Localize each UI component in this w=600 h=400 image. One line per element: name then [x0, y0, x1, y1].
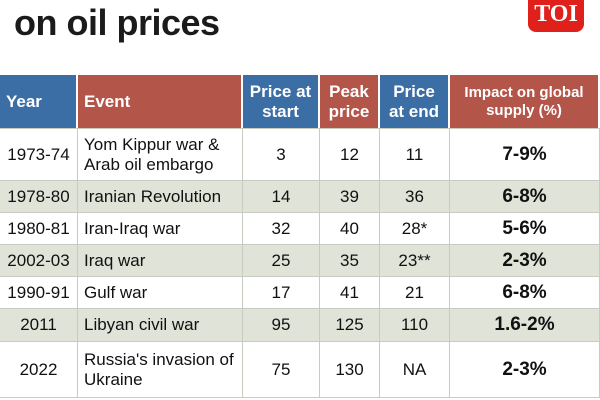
- table-cell: Russia's invasion of Ukraine: [78, 342, 243, 397]
- table-cell: Libyan civil war: [78, 309, 243, 341]
- table-cell: Yom Kippur war & Arab oil embargo: [78, 129, 243, 180]
- table-cell: 17: [243, 277, 320, 308]
- table-cell: 110: [380, 309, 450, 341]
- table-cell: 12: [320, 129, 380, 180]
- table-cell: 75: [243, 342, 320, 397]
- header-row: Year Event Price at start Peak price Price a…: [0, 75, 600, 129]
- table-cell: 1990-91: [0, 277, 78, 308]
- table-cell: 36: [380, 181, 450, 212]
- table-cell: 25: [243, 245, 320, 276]
- table-cell: 6-8%: [450, 277, 600, 308]
- table-cell: 28*: [380, 213, 450, 244]
- table-cell: Iranian Revolution: [78, 181, 243, 212]
- column-header: Event: [78, 75, 243, 128]
- table-cell: 2022: [0, 342, 78, 397]
- table-cell: 35: [320, 245, 380, 276]
- table-cell: Gulf war: [78, 277, 243, 308]
- logo: TOI: [528, 0, 584, 32]
- table-cell: 39: [320, 181, 380, 212]
- table-cell: Iran-Iraq war: [78, 213, 243, 244]
- table-cell: 2011: [0, 309, 78, 341]
- table-cell: 6-8%: [450, 181, 600, 212]
- table-cell: 2-3%: [450, 245, 600, 276]
- title: on oil prices: [14, 2, 220, 43]
- column-header: Peak price: [320, 75, 380, 128]
- column-header: Price at start: [243, 75, 320, 128]
- table-row: 2022 Russia's invasion of Ukraine 75 130 NA 2…: [0, 342, 600, 398]
- table-cell: 21: [380, 277, 450, 308]
- table-row: 1990-91 Gulf war 17 41 21 6-8%: [0, 277, 600, 309]
- table-cell: 23**: [380, 245, 450, 276]
- table: Year Event Price at start Peak price Price a…: [0, 75, 600, 398]
- table-cell: 130: [320, 342, 380, 397]
- table-row: 2011 Libyan civil war 95 125 110 1.6-2%: [0, 309, 600, 342]
- table-cell: 5-6%: [450, 213, 600, 244]
- column-header: Impact on global supply (%): [450, 75, 600, 128]
- table-cell: 1.6-2%: [450, 309, 600, 341]
- table-row: 1973-74 Yom Kippur war & Arab oil embargo…: [0, 129, 600, 181]
- table-cell: 11: [380, 129, 450, 180]
- table-cell: 32: [243, 213, 320, 244]
- table-cell: 2-3%: [450, 342, 600, 397]
- table-cell: 95: [243, 309, 320, 341]
- table-cell: Iraq war: [78, 245, 243, 276]
- table-cell: 41: [320, 277, 380, 308]
- table-cell: 125: [320, 309, 380, 341]
- column-header: Price at end: [380, 75, 450, 128]
- table-row: 1978-80 Iranian Revolution 14 39 36 6-8%: [0, 181, 600, 213]
- table-cell: 1973-74: [0, 129, 78, 180]
- table-cell: 14: [243, 181, 320, 212]
- table-cell: 7-9%: [450, 129, 600, 180]
- table-cell: 1980-81: [0, 213, 78, 244]
- table-cell: 3: [243, 129, 320, 180]
- table-row: 2002-03 Iraq war 25 35 23** 2-3%: [0, 245, 600, 277]
- table-cell: 2002-03: [0, 245, 78, 276]
- table-row: 1980-81 Iran-Iraq war 32 40 28* 5-6%: [0, 213, 600, 245]
- table-cell: NA: [380, 342, 450, 397]
- table-cell: 1978-80: [0, 181, 78, 212]
- table-cell: 40: [320, 213, 380, 244]
- column-header: Year: [0, 75, 78, 128]
